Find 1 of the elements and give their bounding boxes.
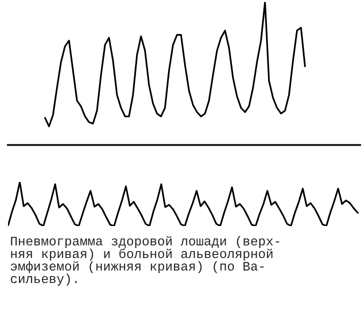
text: Пневмограмма здоровой лошади (верх- няя кривая) и больной альвеолярной эмфиземой (нижняя кривая) (по Ва- сильеву). [10, 236, 280, 286]
